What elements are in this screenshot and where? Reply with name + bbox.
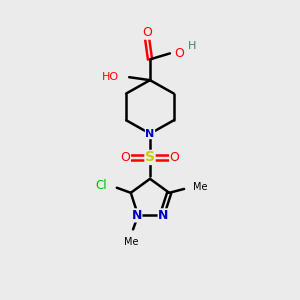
Text: N: N (158, 209, 169, 222)
Text: Me: Me (124, 237, 139, 247)
Text: H: H (188, 41, 196, 51)
Text: O: O (170, 151, 180, 164)
Text: S: S (145, 150, 155, 164)
Text: O: O (120, 151, 130, 164)
Text: HO: HO (102, 72, 119, 82)
Text: Cl: Cl (95, 179, 107, 192)
Text: N: N (146, 129, 154, 139)
Text: O: O (142, 26, 152, 39)
Text: Me: Me (193, 182, 208, 192)
Text: N: N (131, 209, 142, 222)
Text: O: O (174, 47, 184, 60)
